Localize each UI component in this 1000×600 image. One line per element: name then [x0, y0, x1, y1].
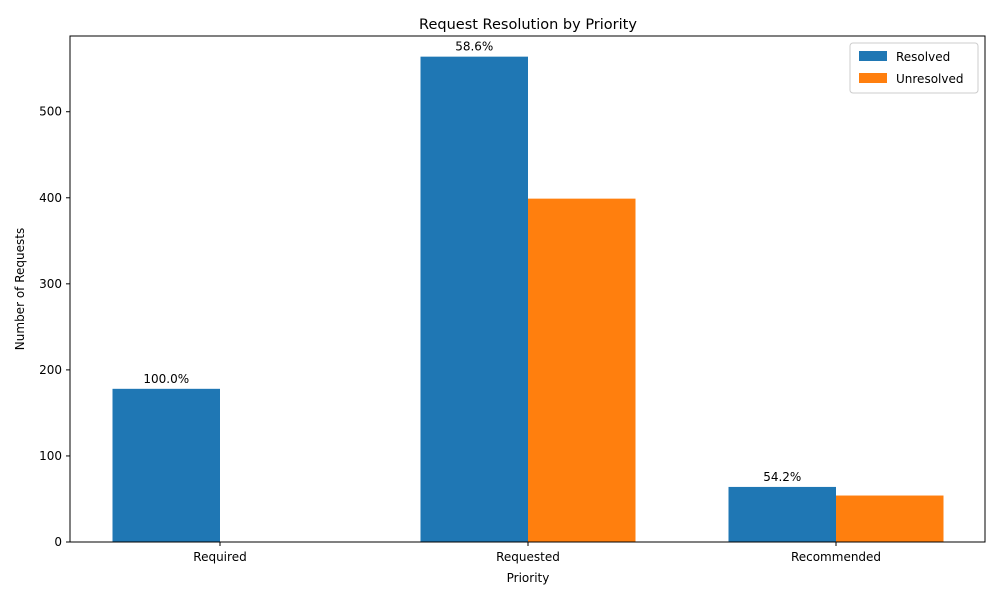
y-tick-label: 0 — [54, 535, 62, 549]
x-axis: Required Requested Recommended — [193, 542, 881, 564]
bar-resolved-recommended — [728, 486, 836, 542]
bars-group — [112, 56, 944, 542]
bar-label-requested: 58.6% — [455, 40, 493, 54]
legend-swatch-resolved — [859, 51, 887, 61]
legend-swatch-unresolved — [859, 73, 887, 83]
bar-label-recommended: 54.2% — [763, 470, 801, 484]
y-tick-label: 400 — [39, 191, 62, 205]
y-axis-label: Number of Requests — [13, 228, 27, 350]
legend-label-resolved: Resolved — [896, 50, 950, 64]
bar-resolved-required — [112, 388, 220, 542]
x-axis-label: Priority — [507, 571, 550, 585]
x-tick-label-requested: Requested — [496, 550, 560, 564]
plot-frame — [69, 35, 986, 543]
y-tick-label: 500 — [39, 105, 62, 119]
y-axis: 0 100 200 300 400 500 — [39, 105, 70, 549]
x-tick-label-required: Required — [193, 550, 246, 564]
y-tick-label: 200 — [39, 363, 62, 377]
y-tick-label: 300 — [39, 277, 62, 291]
chart-title: Request Resolution by Priority — [419, 17, 637, 33]
bar-unresolved-recommended — [836, 495, 944, 542]
bar-unresolved-requested — [528, 198, 636, 542]
bar-labels-group: 100.0% 58.6% 54.2% — [143, 40, 801, 484]
bar-resolved-requested — [420, 56, 528, 542]
y-tick-label: 100 — [39, 449, 62, 463]
legend: Resolved Unresolved — [849, 42, 979, 94]
x-tick-label-recommended: Recommended — [791, 550, 881, 564]
bar-label-required: 100.0% — [143, 372, 189, 386]
legend-label-unresolved: Unresolved — [896, 72, 963, 86]
